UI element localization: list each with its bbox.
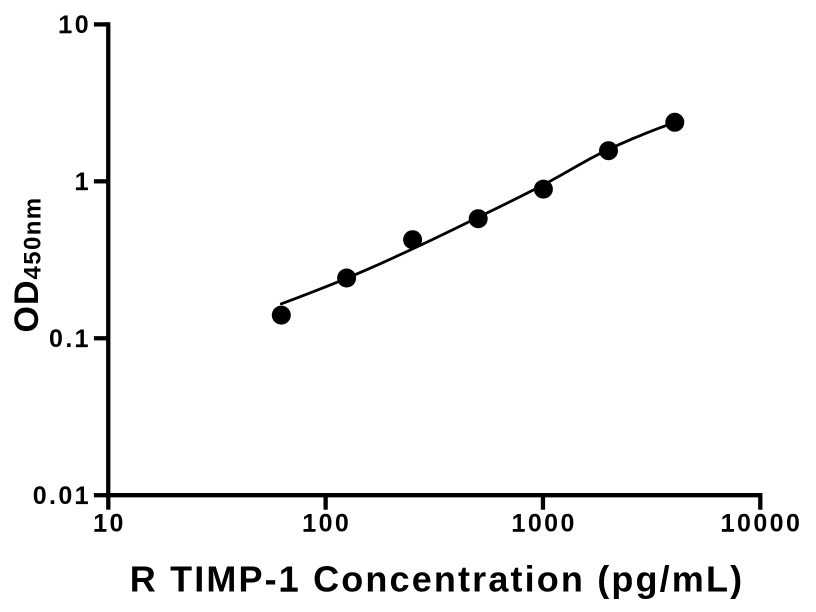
svg-text:0.01: 0.01 bbox=[33, 482, 91, 510]
svg-text:100: 100 bbox=[302, 510, 351, 538]
svg-text:10: 10 bbox=[58, 11, 91, 39]
svg-text:R TIMP-1 Concentration (pg/mL): R TIMP-1 Concentration (pg/mL) bbox=[130, 559, 744, 600]
svg-text:1: 1 bbox=[75, 168, 91, 196]
svg-text:0.1: 0.1 bbox=[49, 325, 91, 353]
svg-text:10: 10 bbox=[93, 510, 126, 538]
svg-text:10000: 10000 bbox=[721, 510, 803, 538]
svg-text:1000: 1000 bbox=[512, 510, 577, 538]
svg-text:OD450nm: OD450nm bbox=[8, 196, 47, 332]
